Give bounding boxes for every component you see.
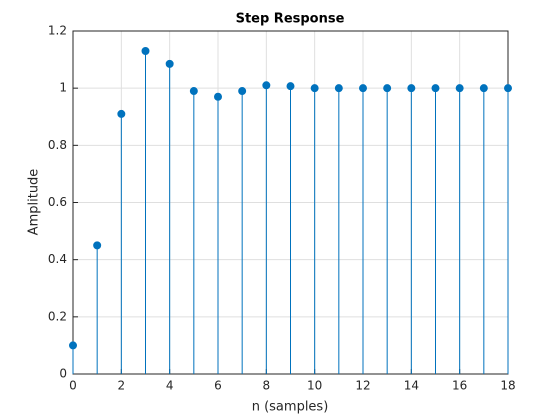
- stem-marker: [189, 87, 198, 96]
- stem-marker: [479, 84, 488, 93]
- y-axis-label: Amplitude: [27, 169, 42, 236]
- x-tick-label: 10: [307, 379, 322, 393]
- y-tick-label: 0.6: [48, 195, 67, 209]
- stem-marker: [93, 241, 102, 250]
- stem-marker: [286, 82, 295, 91]
- stem-marker: [238, 87, 247, 96]
- x-tick-label: 14: [404, 379, 419, 393]
- stem-marker: [165, 59, 174, 68]
- stem-marker: [407, 84, 416, 93]
- x-tick-label: 2: [118, 379, 126, 393]
- stem-marker: [431, 84, 440, 93]
- chart-title: Step Response: [236, 12, 345, 27]
- stem-marker: [214, 92, 222, 101]
- stem-marker: [262, 81, 271, 90]
- y-tick-label: 1: [59, 81, 67, 95]
- stem-marker: [141, 47, 150, 56]
- stem-marker: [383, 84, 392, 93]
- x-tick-label: 18: [500, 379, 515, 393]
- y-tick-label: 0.4: [48, 252, 67, 266]
- stem-marker: [334, 84, 343, 93]
- x-tick-label: 8: [263, 379, 271, 393]
- y-tick-label: 0.8: [48, 138, 67, 152]
- x-tick-label: 12: [355, 379, 370, 393]
- stem-marker: [455, 84, 464, 93]
- stem-marker: [117, 109, 126, 118]
- stem-marker: [504, 84, 512, 93]
- x-tick-label: 0: [69, 379, 77, 393]
- x-axis-label: n (samples): [252, 400, 329, 415]
- y-tick-label: 1.2: [48, 24, 67, 38]
- y-tick-label: 0.2: [48, 309, 67, 323]
- x-tick-label: 6: [214, 379, 222, 393]
- x-tick-label: 16: [452, 379, 467, 393]
- x-tick-label: 4: [166, 379, 174, 393]
- stem-marker: [69, 341, 77, 350]
- stem-marker: [359, 84, 367, 93]
- stem-marker: [310, 84, 319, 93]
- y-tick-label: 0: [59, 367, 67, 381]
